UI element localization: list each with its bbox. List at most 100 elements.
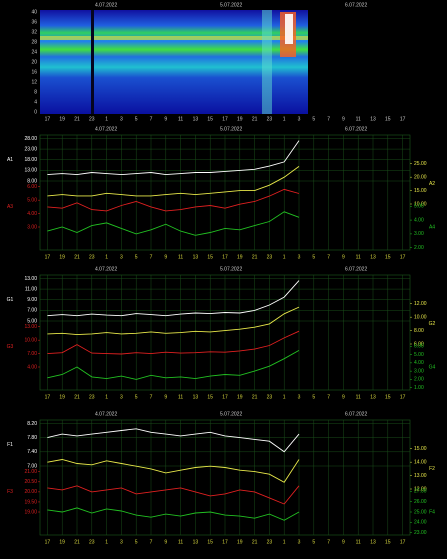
x-tick-label: 13 [193, 539, 199, 545]
y-tick-label: 23.00 [24, 146, 37, 152]
y-tick-label: 10.00 [24, 337, 37, 343]
x-tick-label: 3 [298, 254, 301, 260]
spectrogram-x-label: 11 [356, 116, 361, 122]
y-tick-label: 2.00 [414, 245, 424, 251]
y-tick-label: 4.00 [414, 217, 424, 223]
y-tick-label: 1.00 [414, 385, 424, 391]
x-tick-label: 23 [89, 394, 95, 400]
series-line [47, 330, 300, 355]
y-tick-label: 8.00 [414, 328, 424, 334]
series-line [47, 306, 300, 336]
spectrogram-x-label: 7 [327, 116, 330, 122]
spectrogram-x-label: 9 [342, 116, 345, 122]
x-tick-label: 21 [74, 539, 80, 545]
series-line [47, 140, 300, 176]
x-tick-label: 23 [89, 539, 95, 545]
panel-date: 6.07.2022 [345, 411, 367, 417]
x-tick-label: 23 [89, 254, 95, 260]
x-tick-label: 1 [283, 394, 286, 400]
spectrogram [40, 10, 308, 114]
y-tick-label: 15.00 [414, 188, 427, 194]
series-label: G3 [7, 344, 14, 350]
x-tick-label: 21 [252, 394, 258, 400]
series-label: F1 [7, 442, 13, 448]
spectrogram-x-label: 11 [178, 116, 183, 122]
x-tick-label: 19 [59, 254, 65, 260]
y-tick-label: 19.50 [24, 499, 37, 505]
series-label: A4 [429, 224, 435, 230]
x-tick-label: 5 [312, 254, 315, 260]
spectrogram-y-label: 40 [31, 9, 37, 15]
spectrogram-x-label: 5 [135, 116, 138, 122]
x-tick-label: 23 [267, 394, 273, 400]
y-tick-label: 14.00 [414, 459, 427, 465]
spectrogram-x-label: 19 [237, 116, 243, 122]
x-tick-label: 3 [120, 539, 123, 545]
series-line [47, 485, 300, 505]
y-tick-label: 8.20 [27, 421, 37, 427]
series-line [47, 350, 300, 380]
spectrogram-date: 6.07.2022 [345, 2, 367, 8]
spectrogram-y-label: 28 [31, 39, 37, 45]
y-tick-label: 23.00 [414, 530, 427, 536]
x-tick-label: 17 [400, 539, 406, 545]
x-tick-label: 1 [283, 254, 286, 260]
series-line [47, 188, 300, 212]
x-tick-label: 15 [207, 394, 213, 400]
x-tick-label: 9 [342, 394, 345, 400]
x-tick-label: 7 [327, 539, 330, 545]
x-tick-label: 13 [370, 539, 376, 545]
y-tick-label: 20.00 [414, 174, 427, 180]
x-tick-label: 17 [222, 539, 228, 545]
y-tick-label: 7.00 [27, 308, 37, 314]
x-tick-label: 11 [178, 254, 183, 260]
spectrogram-x-label: 23 [89, 116, 95, 122]
x-tick-label: 21 [74, 254, 80, 260]
y-tick-label: 4.00 [27, 364, 37, 370]
x-tick-label: 5 [312, 539, 315, 545]
series-line [47, 166, 300, 197]
x-tick-label: 11 [178, 539, 183, 545]
spectrogram-x-label: 1 [283, 116, 286, 122]
panel-date: 5.07.2022 [220, 266, 242, 272]
spectrogram-y-label: 20 [31, 59, 37, 65]
x-tick-label: 7 [150, 394, 153, 400]
series-label: A3 [7, 204, 13, 210]
x-tick-label: 3 [298, 394, 301, 400]
y-tick-label: 11.00 [25, 286, 37, 292]
y-tick-label: 12.00 [414, 486, 427, 492]
spectrogram-x-label: 13 [370, 116, 376, 122]
x-tick-label: 1 [105, 394, 108, 400]
y-tick-label: 3.00 [414, 231, 424, 237]
spectrogram-gap [91, 10, 94, 114]
y-tick-label: 12.00 [414, 301, 427, 307]
series-label: A1 [7, 157, 13, 163]
spectrogram-x-label: 15 [207, 116, 213, 122]
x-tick-label: 19 [237, 394, 243, 400]
x-tick-label: 15 [207, 254, 213, 260]
x-tick-label: 3 [120, 254, 123, 260]
y-tick-label: 21.00 [24, 469, 37, 475]
y-tick-label: 3.00 [27, 224, 37, 230]
x-tick-label: 19 [59, 394, 65, 400]
x-tick-label: 7 [327, 254, 330, 260]
y-tick-label: 28.00 [24, 136, 37, 142]
x-tick-label: 21 [252, 539, 258, 545]
x-tick-label: 11 [356, 539, 361, 545]
y-tick-label: 5.00 [27, 197, 37, 203]
x-tick-label: 17 [400, 394, 406, 400]
spectrogram-y-label: 8 [34, 89, 37, 95]
x-tick-label: 1 [105, 254, 108, 260]
spectrogram-y-label: 4 [34, 99, 37, 105]
x-tick-label: 15 [385, 254, 391, 260]
x-tick-label: 7 [327, 394, 330, 400]
x-tick-label: 17 [45, 539, 51, 545]
spectrogram-band [40, 36, 308, 40]
x-tick-label: 17 [222, 254, 228, 260]
x-tick-label: 9 [164, 539, 167, 545]
x-tick-label: 17 [222, 394, 228, 400]
x-tick-label: 13 [370, 394, 376, 400]
x-tick-label: 5 [135, 539, 138, 545]
panel-date: 4.07.2022 [95, 411, 117, 417]
